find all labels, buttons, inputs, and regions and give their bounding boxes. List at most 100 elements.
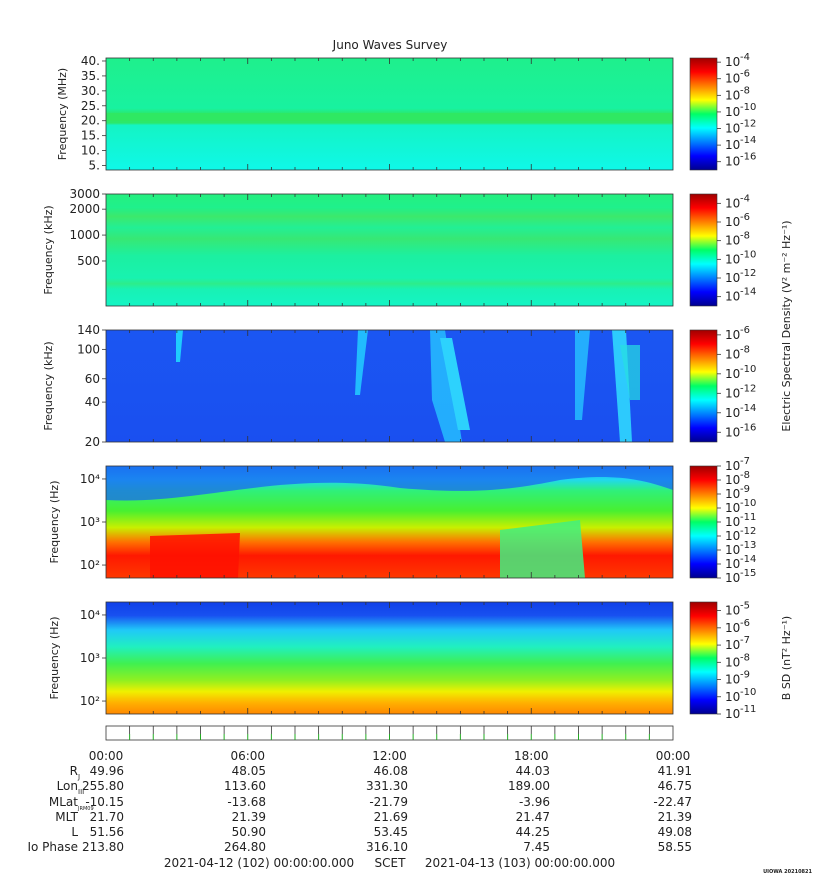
ephemeris-value: 189.00 [508,779,550,793]
panel-1-ytick-label: 25. [81,99,100,113]
time-label: 18:00 [514,749,549,763]
colorbar-3-tick-label: 10 [725,328,740,342]
ephemeris-value: 48.05 [232,764,266,778]
colorbar-4-tick-exponent: -14 [740,554,756,565]
panel-1-waves-mhz: 40.35.30.25.20.15.10.5. Frequency (MHz) … [56,52,756,172]
colorbar-3-tick-exponent: -14 [740,403,756,414]
ephemeris-value: 113.60 [224,779,266,793]
ephemeris-value: 44.03 [516,764,550,778]
panel-4-ylabel: Frequency (Hz) [48,481,61,564]
colorbar-2-tick-label: 10 [725,252,740,266]
ephemeris-value: 41.91 [658,764,692,778]
ephemeris-value: -3.96 [519,795,550,809]
colorbar-3-tick-exponent: -6 [740,325,750,336]
colorbar-5-tick-label: 10 [725,621,740,635]
ephemeris-value: 316.10 [366,840,408,854]
colorbar-2-tick-label: 10 [725,290,740,304]
chart-title: Juno Waves Survey [332,38,448,52]
panel-1-ytick-label: 40. [81,54,100,68]
magnetic-colorbar-label: B SD (nT² Hz⁻¹) [780,616,793,700]
ephemeris-value: 21.69 [374,810,408,824]
panel-1-ytick-label: 15. [81,129,100,143]
panel-2-ytick-label: 500 [77,254,100,268]
ephemeris-value: 49.96 [90,764,124,778]
panel-4-ytick-label: 10³ [80,515,100,529]
colorbar-1-tick-label: 10 [725,105,740,119]
colorbar-1-tick-label: 10 [725,155,740,169]
ephemeris-value: 213.80 [82,840,124,854]
panel-2-ytick-label: 2000 [69,202,100,216]
ephemeris-row-label: Io Phase [27,840,78,854]
colorbar-4-tick-label: 10 [725,473,740,487]
time-label: 06:00 [230,749,265,763]
ephemeris-row-label: L [71,825,78,839]
panel-1-ytick-label: 10. [81,144,100,158]
colorbar-4-tick-exponent: -15 [740,568,756,579]
panel-1-band-20mhz [106,113,673,121]
panel-1-ytick-label: 30. [81,84,100,98]
panel-2-ytick-label: 1000 [69,228,100,242]
colorbar-4-tick-exponent: -13 [740,540,756,551]
panel-1-ytick-label: 35. [81,69,100,83]
panel-5-ylabel: Frequency (Hz) [48,617,61,700]
ephemeris-value: -13.68 [227,795,266,809]
colorbar-1-tick-exponent: -16 [740,152,756,163]
time-label: 00:00 [89,749,124,763]
ephemeris-row-label-subscript: J [77,773,80,781]
colorbar-1-tick-exponent: -14 [740,135,756,146]
colorbar-5-tick-exponent: -8 [740,652,750,663]
colorbar-2-tick-label: 10 [725,215,740,229]
colorbar-2-tick-exponent: -12 [740,268,756,279]
ephemeris-value: -21.79 [369,795,408,809]
colorbar-4-tick-label: 10 [725,571,740,585]
colorbar-1-tick-label: 10 [725,138,740,152]
panel-4-colorbar [689,465,718,579]
colorbar-3-tick-label: 10 [725,406,740,420]
colorbar-2-tick-label: 10 [725,271,740,285]
colorbar-3-tick-label: 10 [725,386,740,400]
ephemeris-value: 49.08 [658,825,692,839]
colorbar-2-tick-exponent: -14 [740,287,756,298]
colorbar-5-tick-label: 10 [725,655,740,669]
colorbar-5-tick-exponent: -6 [740,618,750,629]
panel-3-ytick-label: 140 [77,323,100,337]
panel-2-spectrogram [106,194,673,306]
ephemeris-value: 46.75 [658,779,692,793]
colorbar-2-tick-exponent: -10 [740,249,756,260]
colorbar-3-tick-exponent: -16 [740,422,756,433]
colorbar-1-tick-label: 10 [725,72,740,86]
ephemeris-row-label-subscript: III [78,788,84,796]
colorbar-5-tick-label: 10 [725,673,740,687]
colorbar-2-tick-label: 10 [725,196,740,210]
colorbar-4-tick-exponent: -8 [740,470,750,481]
panel-5-ytick-label: 10² [80,694,100,708]
ephemeris-value: 51.56 [90,825,124,839]
ephemeris-value: 331.30 [366,779,408,793]
footer-credit: UIOWA 20210821 [763,869,812,875]
panel-1-colorbar [689,57,718,171]
panel-2-ytick-label: 3000 [69,187,100,201]
panel-2-colorbar [689,193,718,307]
panel-4-ytick-label: 10⁴ [80,472,100,486]
colorbar-3-tick-exponent: -10 [740,364,756,375]
ephemeris-value: 44.25 [516,825,550,839]
colorbar-5-tick-label: 10 [725,707,740,721]
ephemeris-value: 21.70 [90,810,124,824]
panel-5-spectrogram [106,602,673,714]
colorbar-4-tick-exponent: -11 [740,512,756,523]
colorbar-4-tick-exponent: -10 [740,498,756,509]
colorbar-5-tick-label: 10 [725,690,740,704]
colorbar-2-tick-exponent: -4 [740,193,750,204]
ephemeris-value: 264.80 [224,840,266,854]
ephemeris-value: 21.39 [232,810,266,824]
colorbar-3-tick-exponent: -12 [740,383,756,394]
colorbar-3-tick-label: 10 [725,347,740,361]
time-label: 00:00 [656,749,691,763]
colorbar-1-tick-exponent: -8 [740,85,750,96]
time-strip [105,725,674,741]
colorbar-4-tick-label: 10 [725,543,740,557]
ephemeris-value: 53.45 [374,825,408,839]
